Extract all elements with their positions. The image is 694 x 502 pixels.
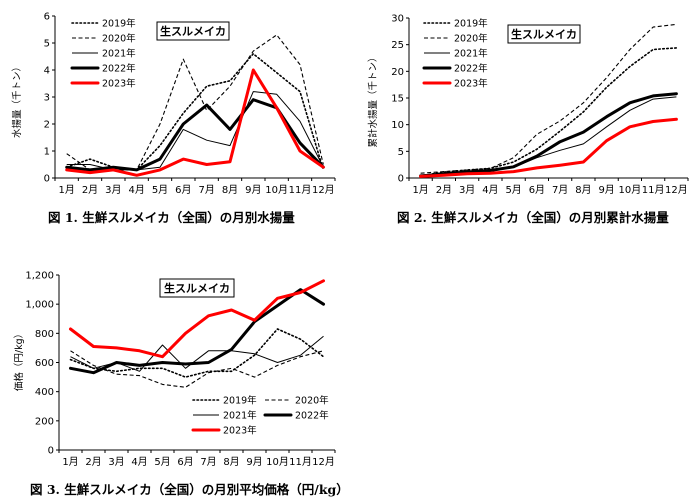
x-tick-label: 5月 — [505, 184, 521, 196]
legend-label: 2020年 — [102, 33, 136, 45]
chart-title-box — [159, 278, 235, 298]
series-line-2023年 — [69, 279, 325, 359]
x-tick-label: 2月 — [85, 456, 101, 468]
y-tick-label: 6 — [44, 12, 50, 23]
y-tick-label: 5 — [44, 39, 50, 50]
y-tick-label: 0 — [398, 174, 404, 185]
y-tick-label: 5 — [398, 147, 404, 158]
x-tick-label: 6月 — [529, 184, 545, 196]
x-tick-label: 10月 — [266, 456, 289, 468]
series-line-2021年 — [420, 96, 677, 176]
chart-title-box — [507, 24, 581, 44]
series-line-2019年 — [69, 328, 325, 378]
x-tick-label: 7月 — [552, 184, 568, 196]
y-tick-label: 800 — [35, 329, 54, 340]
y-tick-label: 200 — [35, 416, 54, 427]
x-tick-label: 3月 — [459, 184, 475, 196]
x-tick-label: 7月 — [198, 184, 214, 196]
legend-label: 2022年 — [295, 410, 329, 422]
y-axis-label: 価格（円/kg） — [13, 329, 25, 391]
y-tick-label: 600 — [35, 358, 54, 369]
chart-title: 生スルメイカ — [511, 27, 577, 41]
x-tick-label: 11月 — [642, 184, 665, 196]
y-axis-label: 累計水揚量（千トン） — [367, 52, 379, 147]
x-tick-label: 6月 — [175, 184, 191, 196]
x-tick-label: 10月 — [265, 184, 288, 196]
x-tick-label: 5月 — [152, 184, 168, 196]
x-tick-label: 8月 — [223, 456, 239, 468]
legend-label: 2022年 — [102, 63, 136, 75]
y-tick-label: 15 — [391, 94, 404, 105]
x-tick-label: 3月 — [105, 184, 121, 196]
x-tick-label: 11月 — [289, 184, 312, 196]
legend-label: 2021年 — [102, 48, 136, 60]
x-tick-label: 5月 — [154, 456, 170, 468]
x-tick-label: 1月 — [62, 456, 78, 468]
x-tick-label: 1月 — [58, 184, 74, 196]
x-tick-label: 12月 — [312, 184, 335, 196]
series-line-2022年 — [69, 288, 325, 375]
chart-monthly-landings: 図 1. 生鮮スルメイカ（全国）の月別水揚量 0 1 2 3 4 5 6 1月 2月 3月 4月 5月… — [11, 12, 336, 225]
x-tick-label: 4月 — [131, 456, 147, 468]
y-tick-label: 1 — [44, 147, 50, 158]
chart-title-box — [156, 21, 230, 41]
x-tick-label: 9月 — [245, 184, 261, 196]
x-tick-label: 12月 — [312, 456, 335, 468]
series-line-2019年 — [65, 52, 325, 171]
series-line-2020年 — [420, 23, 677, 174]
caption-chart-2: 図 2. 生鮮スルメイカ（全国）の月別累計水揚量 — [397, 210, 669, 225]
y-tick-label: 4 — [44, 66, 50, 77]
y-tick-label: 0 — [44, 174, 50, 185]
y-axis-label: 水揚量（千トン） — [11, 62, 23, 138]
legend-label: 2019年 — [223, 395, 257, 407]
x-tick-label: 11月 — [289, 456, 312, 468]
legend-label: 2022年 — [454, 63, 488, 75]
y-tick-label: 30 — [391, 14, 404, 25]
x-tick-label: 9月 — [246, 456, 262, 468]
series-line-2019年 — [419, 47, 678, 177]
chart-cumulative-landings: 図 2. 生鮮スルメイカ（全国）の月別累計水揚量 0 5 10 15 20 25 30 1月 2… — [367, 14, 689, 225]
y-tick-label: 1,000 — [25, 300, 54, 311]
y-tick-label: 1,200 — [25, 271, 54, 282]
x-tick-label: 1月 — [412, 184, 428, 196]
legend-label: 2021年 — [454, 48, 488, 60]
x-tick-label: 7月 — [200, 456, 216, 468]
y-tick-label: 25 — [391, 40, 404, 51]
y-tick-label: 10 — [391, 120, 404, 131]
y-tick-label: 400 — [35, 387, 54, 398]
y-tick-label: 2 — [44, 120, 50, 131]
chart-title: 生スルメイカ — [160, 24, 226, 38]
x-tick-label: 2月 — [82, 184, 98, 196]
y-tick-label: 3 — [44, 93, 50, 104]
series-line-2023年 — [419, 117, 678, 178]
x-tick-label: 8月 — [575, 184, 591, 196]
legend-label: 2019年 — [102, 18, 136, 30]
legend-label: 2019年 — [454, 18, 488, 30]
x-tick-label: 2月 — [436, 184, 452, 196]
x-tick-label: 10月 — [619, 184, 642, 196]
legend-label: 2023年 — [454, 78, 488, 90]
x-tick-label: 8月 — [222, 184, 238, 196]
x-tick-label: 6月 — [177, 456, 193, 468]
series-line-2021年 — [66, 91, 324, 171]
x-tick-label: 4月 — [128, 184, 144, 196]
legend-label: 2020年 — [454, 33, 488, 45]
caption-chart-1: 図 1. 生鮮スルメイカ（全国）の月別水揚量 — [48, 210, 295, 225]
x-tick-label: 12月 — [665, 184, 688, 196]
series-line-2023年 — [65, 68, 325, 177]
x-tick-label: 4月 — [482, 184, 498, 196]
chart-average-price: 図 3. 生鮮スルメイカ（全国）の月別平均価格（円/kg） 0 200 400 600… — [13, 271, 349, 498]
legend-label: 2021年 — [223, 410, 257, 422]
x-tick-label: 3月 — [108, 456, 124, 468]
legend-label: 2023年 — [102, 78, 136, 90]
y-tick-label: 20 — [391, 67, 404, 78]
caption-chart-3: 図 3. 生鮮スルメイカ（全国）の月別平均価格（円/kg） — [30, 482, 349, 497]
chart-title: 生スルメイカ — [164, 281, 230, 295]
legend-label: 2023年 — [223, 425, 257, 437]
series-line-2020年 — [70, 350, 324, 388]
y-tick-label: 0 — [48, 446, 54, 457]
legend-label: 2020年 — [295, 395, 329, 407]
x-tick-label: 9月 — [598, 184, 614, 196]
